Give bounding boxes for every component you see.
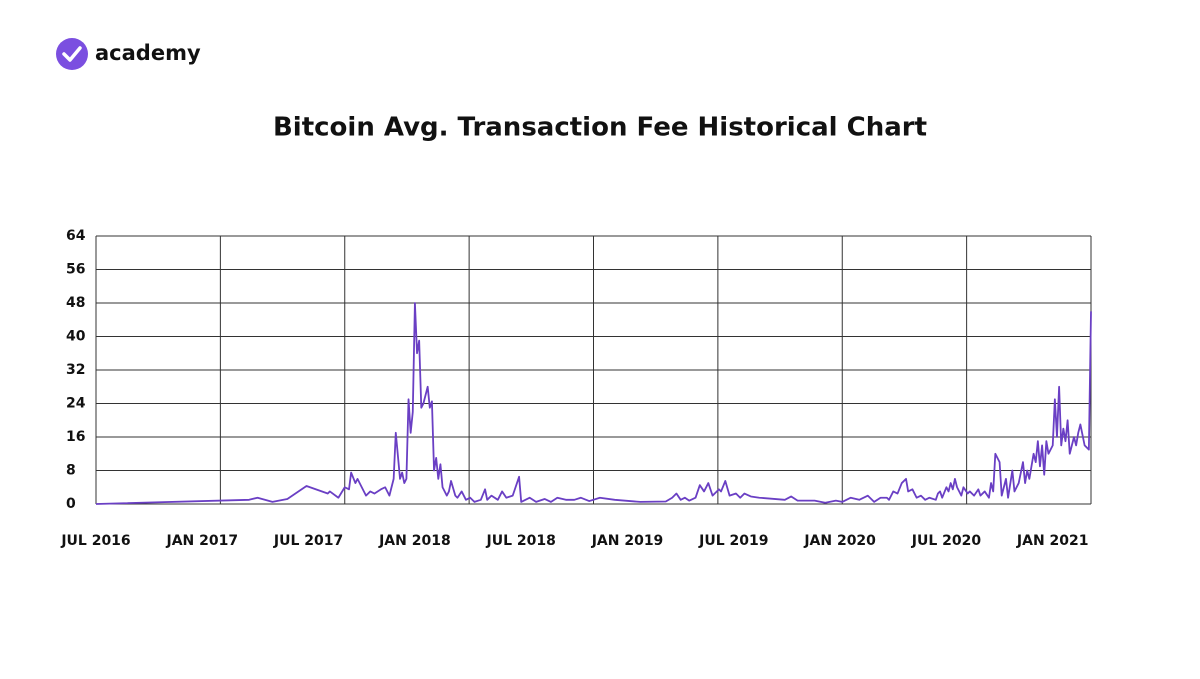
y-tick-label: 56 — [66, 262, 85, 278]
logo-check — [62, 46, 82, 62]
y-tick-label: 48 — [66, 295, 85, 311]
x-tick-label: JUL 2019 — [698, 533, 768, 549]
y-tick-label: 8 — [66, 463, 76, 479]
x-tick-label: JAN 2021 — [1016, 533, 1089, 549]
y-tick-label: 24 — [66, 396, 86, 412]
brand: academy — [95, 41, 201, 65]
x-tick-label: JUL 2017 — [273, 533, 343, 549]
chart-title: Bitcoin Avg. Transaction Fee Historical … — [273, 113, 927, 143]
x-tick-label: JAN 2018 — [378, 533, 451, 549]
x-tick-label: JUL 2018 — [486, 533, 556, 549]
y-tick-label: 16 — [66, 429, 85, 445]
logo-icon — [56, 38, 88, 70]
y-tick-label: 40 — [66, 329, 86, 345]
data-line — [95, 302, 1092, 505]
x-tick-label: JAN 2019 — [591, 533, 664, 549]
y-tick-label: 64 — [66, 228, 86, 244]
x-tick-label: JAN 2017 — [165, 533, 238, 549]
y-tick-label: 0 — [66, 496, 76, 512]
x-tick-label: JAN 2020 — [803, 533, 876, 549]
x-tick-label: JUL 2020 — [911, 533, 982, 549]
y-tick-label: 32 — [66, 362, 85, 378]
logo: academy — [56, 38, 201, 70]
x-tick-label: JUL 2016 — [60, 533, 130, 549]
